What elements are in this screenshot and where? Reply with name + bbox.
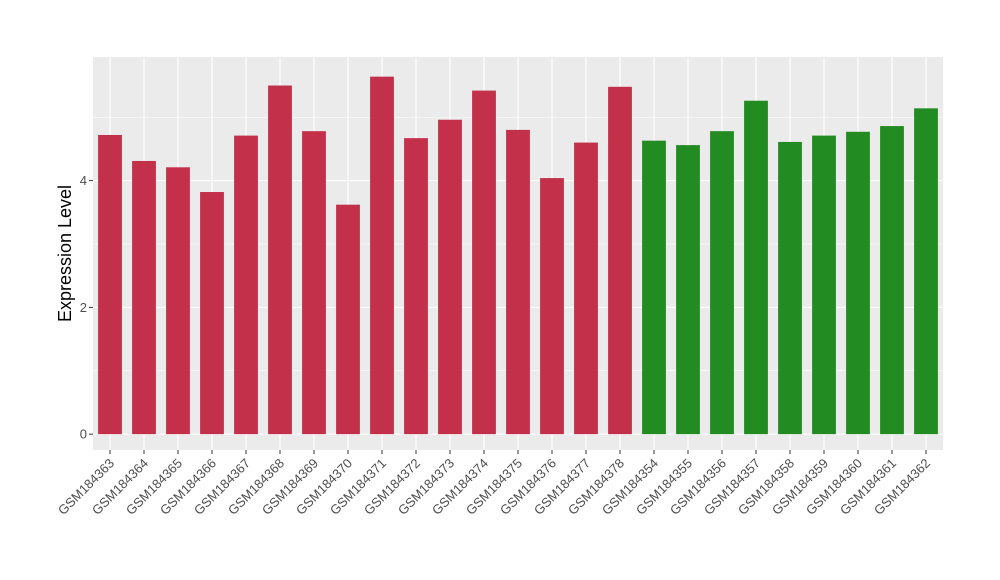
bar-GSM184376 bbox=[540, 178, 564, 435]
y-tick-label: 4 bbox=[80, 173, 87, 188]
bar-GSM184378 bbox=[608, 86, 632, 435]
bar-GSM184355 bbox=[676, 145, 700, 435]
bar-GSM184358 bbox=[778, 141, 802, 435]
y-axis: 0 2 4 bbox=[80, 173, 93, 442]
y-axis-title: Expression Level bbox=[55, 185, 75, 322]
bar-GSM184357 bbox=[744, 100, 768, 435]
bar-GSM184360 bbox=[846, 131, 870, 435]
bar-GSM184369 bbox=[302, 131, 326, 435]
bars bbox=[98, 76, 938, 435]
bar-GSM184368 bbox=[268, 85, 292, 435]
bar-GSM184361 bbox=[880, 126, 904, 435]
bar-GSM184375 bbox=[506, 129, 530, 435]
bar-GSM184364 bbox=[132, 160, 156, 435]
bar-GSM184377 bbox=[574, 142, 598, 435]
bar-GSM184367 bbox=[234, 135, 258, 435]
bar-GSM184363 bbox=[98, 134, 122, 435]
bar-GSM184373 bbox=[438, 119, 462, 435]
bar-GSM184372 bbox=[404, 138, 428, 435]
bar-GSM184362 bbox=[914, 108, 938, 435]
bar-GSM184374 bbox=[472, 90, 496, 435]
bar-GSM184359 bbox=[812, 135, 836, 435]
y-tick-label: 2 bbox=[80, 300, 87, 315]
x-axis: GSM184363GSM184364GSM184365GSM184366GSM1… bbox=[55, 450, 933, 518]
bar-GSM184370 bbox=[336, 204, 360, 435]
bar-GSM184356 bbox=[710, 131, 734, 435]
bar-GSM184366 bbox=[200, 192, 224, 435]
bar-GSM184365 bbox=[166, 167, 190, 435]
y-tick-label: 0 bbox=[80, 427, 87, 442]
bar-GSM184354 bbox=[642, 140, 666, 435]
bar-GSM184371 bbox=[370, 76, 394, 435]
